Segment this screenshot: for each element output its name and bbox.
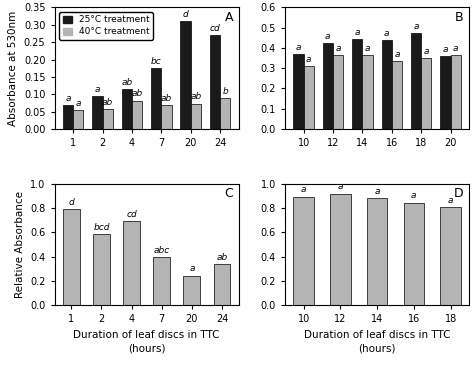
Bar	[151, 68, 161, 129]
Bar	[352, 39, 363, 129]
X-axis label: Duration of leaf discs in TTC
(hours): Duration of leaf discs in TTC (hours)	[304, 330, 450, 353]
Text: A: A	[225, 11, 233, 24]
Bar	[392, 61, 402, 129]
Text: a: a	[394, 50, 400, 59]
Bar	[333, 55, 343, 129]
Text: D: D	[454, 187, 464, 201]
Text: a: a	[296, 43, 301, 52]
Text: ab: ab	[121, 78, 132, 87]
Text: a: a	[413, 21, 419, 31]
Text: abc: abc	[154, 246, 170, 255]
Bar	[191, 104, 201, 129]
Text: a: a	[325, 32, 330, 40]
Bar	[73, 110, 83, 129]
Text: a: a	[306, 55, 311, 64]
Text: d: d	[183, 10, 189, 19]
Bar	[293, 197, 314, 305]
Text: cd: cd	[210, 24, 220, 33]
Y-axis label: Absorbance at 530nm: Absorbance at 530nm	[9, 11, 18, 126]
Bar	[123, 222, 140, 305]
Text: cd: cd	[126, 210, 137, 219]
Bar	[153, 257, 170, 305]
Text: d: d	[68, 198, 74, 206]
Bar	[330, 194, 351, 305]
Text: ab: ab	[217, 253, 228, 262]
Text: a: a	[301, 185, 306, 194]
Text: a: a	[189, 265, 195, 273]
Bar	[122, 89, 132, 129]
Bar	[181, 21, 191, 129]
Text: a: a	[453, 44, 458, 53]
Text: a: a	[95, 85, 100, 94]
Bar	[421, 58, 431, 129]
Bar	[132, 100, 142, 129]
Text: a: a	[374, 187, 380, 195]
Text: C: C	[225, 187, 233, 201]
Bar	[210, 35, 220, 129]
Legend: 25°C treatment, 40°C treatment: 25°C treatment, 40°C treatment	[59, 12, 153, 40]
Bar	[161, 105, 172, 129]
Bar	[214, 264, 230, 305]
Text: bcd: bcd	[93, 223, 109, 232]
Text: a: a	[75, 99, 81, 108]
Bar	[411, 33, 421, 129]
Bar	[93, 234, 110, 305]
Text: a: a	[384, 29, 390, 38]
Bar	[440, 207, 461, 305]
Text: b: b	[222, 86, 228, 96]
Bar	[382, 40, 392, 129]
Text: a: a	[365, 44, 370, 53]
Bar	[183, 276, 201, 305]
Bar	[323, 43, 333, 129]
Text: a: a	[411, 191, 417, 201]
Bar	[63, 209, 80, 305]
Text: a: a	[424, 47, 429, 56]
Text: a: a	[443, 45, 448, 54]
Text: bc: bc	[151, 57, 162, 66]
Text: ab: ab	[161, 93, 172, 103]
Bar	[220, 98, 230, 129]
Text: ab: ab	[102, 98, 113, 107]
Bar	[303, 66, 314, 129]
Text: a: a	[355, 28, 360, 36]
Bar	[293, 54, 303, 129]
Bar	[440, 56, 451, 129]
Text: B: B	[455, 11, 464, 24]
Bar	[363, 55, 373, 129]
Bar	[403, 203, 424, 305]
Text: ab: ab	[190, 92, 201, 102]
X-axis label: Duration of leaf discs in TTC
(hours): Duration of leaf discs in TTC (hours)	[73, 330, 220, 353]
Text: ab: ab	[131, 89, 143, 98]
Text: a: a	[448, 196, 453, 205]
Text: a: a	[337, 182, 343, 191]
Text: a: a	[336, 44, 341, 53]
Y-axis label: Relative Absorbance: Relative Absorbance	[15, 191, 25, 298]
Bar	[367, 198, 387, 305]
Bar	[63, 105, 73, 129]
Text: a: a	[65, 94, 71, 103]
Bar	[102, 109, 113, 129]
Bar	[451, 55, 461, 129]
Bar	[92, 96, 102, 129]
